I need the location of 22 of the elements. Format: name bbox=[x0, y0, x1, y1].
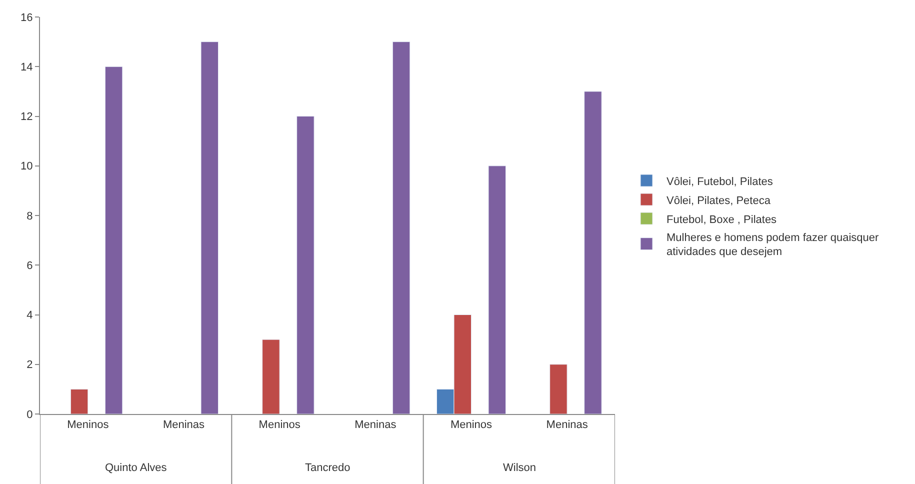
text: Wilson bbox=[503, 462, 536, 474]
y-tick-label: 12 bbox=[20, 111, 33, 124]
x-tick-label: Meninos bbox=[67, 419, 110, 432]
y-tick-label: 0 bbox=[26, 408, 33, 421]
x-tick-label: Meninas bbox=[546, 419, 588, 432]
legend-label: Futebol, Boxe , Pilates bbox=[666, 214, 778, 226]
x-tick-label: Meninos bbox=[450, 419, 493, 432]
legend-label: Mulheres e homens podem fazer quaisquer atividades que desejem bbox=[666, 232, 880, 258]
x-tick-label: Meninas bbox=[354, 419, 397, 432]
x-tick-label: Meninos bbox=[258, 419, 301, 432]
y-tick-label: 10 bbox=[20, 160, 33, 173]
legend-label: Vôlei, Futebol, Pilates bbox=[666, 176, 774, 188]
y-tick-label: 4 bbox=[26, 310, 33, 322]
text: Quinto Alves bbox=[105, 462, 168, 474]
y-tick-label: 8 bbox=[26, 210, 33, 222]
x-tick-label: Meninas bbox=[162, 419, 206, 432]
y-tick-label: 2 bbox=[26, 359, 33, 372]
text: Tancredo bbox=[305, 462, 350, 474]
legend-label: Vôlei, Pilates, Peteca bbox=[666, 194, 772, 207]
y-tick-label: 6 bbox=[26, 260, 33, 272]
y-tick-label: 16 bbox=[20, 12, 33, 24]
y-tick-label: 14 bbox=[20, 61, 33, 74]
